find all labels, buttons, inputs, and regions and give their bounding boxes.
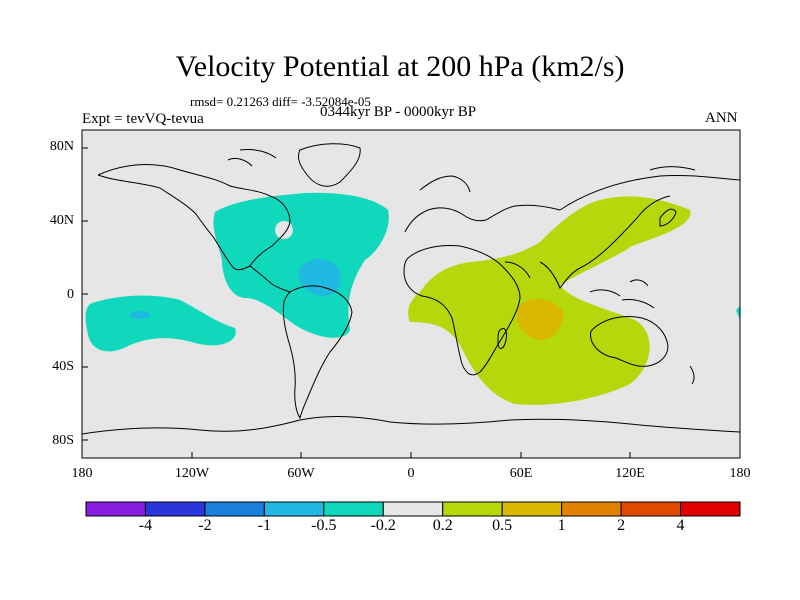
lat-label-40s: 40S [52, 359, 74, 374]
lon-label-0: 0 [407, 466, 415, 481]
season-label: ANN [705, 110, 738, 126]
colorbar-swatch [144, 501, 206, 517]
negative-edge-sliver [736, 306, 740, 320]
colorbar-label: -4 [138, 517, 153, 534]
lat-label-80s: 80S [52, 433, 74, 448]
colorbar-label: 2 [617, 517, 626, 534]
colorbar-swatch [263, 501, 325, 517]
plot-title: Velocity Potential at 200 hPa (km2/s) [175, 50, 625, 83]
lon-label-120w: 120W [174, 466, 210, 481]
colorbar-swatch [85, 501, 146, 517]
lat-label-40n: 40N [49, 213, 74, 228]
positive-anomaly-region [408, 196, 691, 405]
period-label: 0344kyr BP - 0000kyr BP [320, 104, 477, 120]
negative-anomaly-atlantic [213, 192, 389, 338]
negative-core-caribbean [299, 259, 341, 296]
colorbar-label: -2 [198, 517, 212, 534]
colorbar-swatch [680, 501, 741, 517]
coastlines [81, 143, 741, 435]
orange-anomaly-core [517, 298, 563, 340]
map-background [82, 130, 740, 458]
colorbar-swatch [204, 501, 265, 517]
colorbar-swatch [620, 501, 682, 517]
colorbar-label: 4 [676, 517, 685, 534]
lon-label-180w: 180 [71, 466, 93, 481]
colorbar-label: 0.5 [492, 517, 513, 534]
colorbar [85, 501, 741, 517]
colorbar-label: -1 [257, 517, 272, 534]
lon-label-120e: 120E [615, 466, 645, 481]
colorbar-label: -0.5 [311, 517, 337, 534]
colorbar-swatch [323, 501, 384, 517]
negative-core-pacific [130, 311, 150, 319]
stats-text: rmsd= 0.21263 diff= -3.52084e-05 [190, 94, 371, 109]
colorbar-label: -0.2 [370, 517, 396, 534]
colorbar-label: 1 [557, 517, 566, 534]
lat-label-0: 0 [67, 287, 74, 302]
lon-label-60e: 60E [509, 466, 533, 481]
lon-label-180e: 180 [729, 466, 751, 481]
colorbar-swatch [442, 501, 503, 517]
colorbar-swatch [501, 501, 563, 517]
experiment-label: Expt = tevVQ-tevua [82, 111, 204, 127]
lon-label-60w: 60W [287, 466, 315, 481]
colorbar-label: 0.2 [432, 517, 453, 534]
lat-label-80n: 80N [49, 139, 74, 154]
colorbar-swatch [382, 501, 444, 517]
colorbar-swatch [561, 501, 622, 517]
zero-contour-bubble [275, 221, 293, 239]
negative-anomaly-pacific [85, 295, 236, 352]
map-frame [81, 129, 741, 459]
